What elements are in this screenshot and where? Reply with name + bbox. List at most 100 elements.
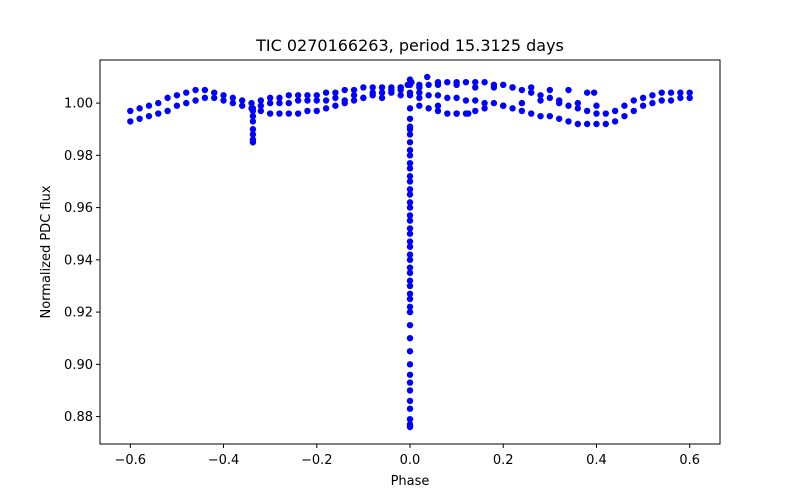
data-point <box>276 110 283 117</box>
data-points <box>127 73 693 431</box>
data-point <box>602 120 609 128</box>
data-point <box>453 81 460 89</box>
data-point <box>574 105 582 112</box>
data-point <box>424 73 431 81</box>
data-point <box>639 94 647 102</box>
data-point <box>639 102 647 109</box>
data-point <box>465 110 472 117</box>
data-point <box>220 92 227 99</box>
data-point <box>406 361 414 368</box>
data-point <box>322 105 330 112</box>
data-point <box>621 112 628 120</box>
data-point <box>332 94 339 102</box>
y-tick-label: 0.94 <box>64 253 93 268</box>
data-point <box>406 421 414 428</box>
data-point <box>249 126 257 133</box>
data-point <box>406 152 414 159</box>
data-point <box>406 105 414 112</box>
data-point <box>444 79 451 86</box>
data-point <box>658 97 665 104</box>
data-point <box>164 107 171 115</box>
data-point <box>574 120 582 128</box>
data-point <box>229 94 237 102</box>
data-point <box>490 99 498 107</box>
data-point <box>406 238 414 245</box>
data-point <box>406 264 414 271</box>
data-point <box>434 92 442 99</box>
data-point <box>155 110 162 117</box>
data-point <box>276 99 283 107</box>
y-tick-label: 0.96 <box>64 201 93 216</box>
data-point <box>201 86 209 94</box>
data-point <box>369 84 376 91</box>
data-point <box>481 99 488 107</box>
data-point <box>388 86 395 94</box>
data-point <box>257 107 265 115</box>
data-point <box>201 94 209 102</box>
data-point <box>416 102 423 109</box>
data-point <box>406 173 414 180</box>
data-point <box>229 99 237 107</box>
data-point <box>406 212 414 219</box>
data-point <box>350 86 358 94</box>
data-point <box>611 107 619 115</box>
data-point <box>509 105 516 112</box>
data-point <box>406 243 414 250</box>
data-point <box>183 99 190 107</box>
data-point <box>500 81 507 89</box>
data-point <box>593 110 600 117</box>
data-point <box>378 84 386 91</box>
chart-title: TIC 0270166263, period 15.3125 days <box>255 36 564 55</box>
data-point <box>220 97 227 104</box>
data-point <box>406 282 414 290</box>
data-point <box>285 99 292 107</box>
y-axis-ticks: 0.88 0.90 0.92 0.94 0.96 0.98 1.00 <box>64 97 100 425</box>
data-point <box>406 225 414 232</box>
data-point <box>313 97 320 104</box>
data-point <box>257 97 265 104</box>
data-point <box>127 118 134 125</box>
data-point <box>565 118 572 125</box>
x-tick-label: 0.4 <box>586 453 607 468</box>
data-point <box>294 110 302 117</box>
data-point <box>602 110 609 117</box>
data-point <box>434 102 442 109</box>
data-point <box>406 146 414 154</box>
data-point <box>406 199 414 206</box>
data-point <box>406 290 414 297</box>
data-point <box>406 217 414 224</box>
data-point <box>565 86 572 94</box>
data-point <box>304 97 311 104</box>
data-point <box>518 99 526 107</box>
data-point <box>481 79 488 86</box>
data-point <box>546 86 554 94</box>
data-point <box>425 81 432 89</box>
data-point <box>658 89 665 96</box>
data-point <box>397 92 404 99</box>
data-point <box>537 92 544 99</box>
data-point <box>649 99 656 107</box>
data-point <box>472 97 479 104</box>
data-point <box>360 84 367 91</box>
data-point <box>518 86 526 94</box>
data-point <box>434 81 442 89</box>
data-point <box>583 120 591 128</box>
data-point <box>406 165 414 172</box>
x-axis-ticks: −0.6 −0.4 −0.2 0.0 0.2 0.4 0.6 <box>115 444 700 468</box>
y-tick-label: 1.00 <box>64 97 93 112</box>
y-tick-label: 0.92 <box>64 306 93 321</box>
data-point <box>472 84 479 91</box>
data-point <box>574 99 582 107</box>
data-point <box>294 97 302 104</box>
data-point <box>350 92 358 99</box>
data-point <box>341 86 348 94</box>
data-point <box>528 110 535 117</box>
y-tick-label: 0.98 <box>64 149 93 164</box>
data-point <box>397 84 404 91</box>
data-point <box>453 110 460 117</box>
data-point <box>173 92 181 99</box>
data-point <box>416 94 423 102</box>
data-point <box>686 89 693 96</box>
